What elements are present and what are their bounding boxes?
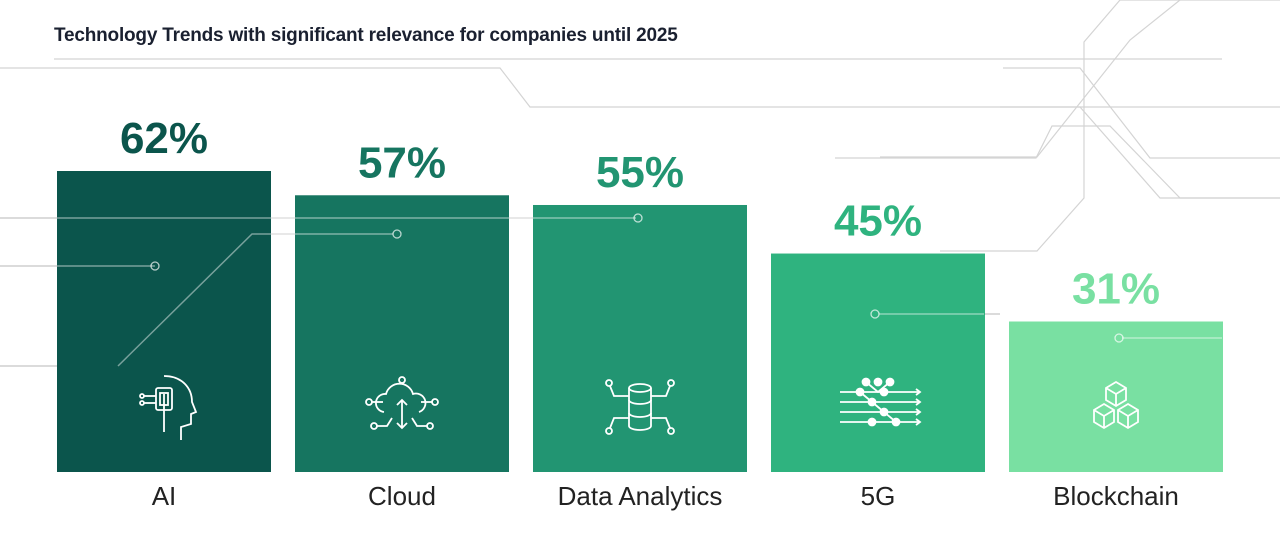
chart-title: Technology Trends with significant relev… (54, 25, 678, 46)
cloud-network-icon (365, 376, 439, 430)
connector-node (633, 213, 643, 223)
value-label: 57% (358, 138, 446, 187)
network-nodes-icon (840, 377, 922, 427)
connector-node (150, 261, 160, 271)
bar-5g (771, 253, 985, 472)
circuit-overlay (57, 217, 1222, 367)
category-label: Cloud (368, 481, 436, 511)
blockchain-cubes-icon (1093, 380, 1139, 430)
value-label: 55% (596, 148, 684, 197)
database-network-icon (605, 379, 675, 435)
bar-data-analytics (533, 204, 747, 472)
value-label: 62% (120, 114, 208, 163)
category-label: AI (152, 481, 177, 511)
bar-cloud (295, 195, 509, 472)
connector-node (392, 229, 402, 239)
category-label: Data Analytics (558, 481, 723, 511)
value-label: 31% (1072, 265, 1160, 314)
category-label: Blockchain (1053, 481, 1179, 511)
ai-head-chip-icon (139, 375, 198, 440)
connector-node (870, 309, 880, 319)
value-label: 45% (834, 197, 922, 246)
category-label: 5G (861, 481, 896, 511)
connector-node (1114, 333, 1124, 343)
